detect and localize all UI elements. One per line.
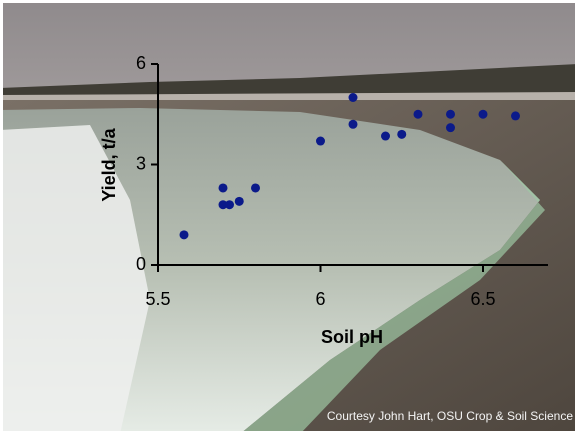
point: [446, 110, 455, 119]
point: [219, 183, 228, 192]
point: [251, 183, 260, 192]
point: [349, 93, 358, 102]
y-axis-label: Yield, t/a: [99, 127, 119, 201]
page: {"chart_data": {"type": "scatter", "x_la…: [0, 0, 578, 434]
credit: Courtesy John Hart, OSU Crop & Soil Scie…: [327, 409, 573, 423]
chart: Courtesy John Hart, OSU Crop & Soil Scie…: [0, 0, 578, 434]
point: [397, 130, 406, 139]
point: [446, 123, 455, 132]
point: [180, 230, 189, 239]
point: [511, 111, 520, 120]
point: [479, 110, 488, 119]
point: [316, 137, 325, 146]
y-tick-label: 3: [136, 153, 146, 173]
point: [381, 132, 390, 141]
point: [349, 120, 358, 129]
y-tick-label: 6: [136, 53, 146, 73]
point: [235, 197, 244, 206]
x-tick-label: 5.5: [145, 289, 170, 309]
background-photo: [0, 0, 578, 434]
x-axis-label: Soil pH: [321, 327, 383, 347]
x-tick-label: 6.5: [470, 289, 495, 309]
point: [225, 200, 234, 209]
y-tick-label: 0: [136, 254, 146, 274]
x-tick-label: 6: [315, 289, 325, 309]
point: [414, 110, 423, 119]
